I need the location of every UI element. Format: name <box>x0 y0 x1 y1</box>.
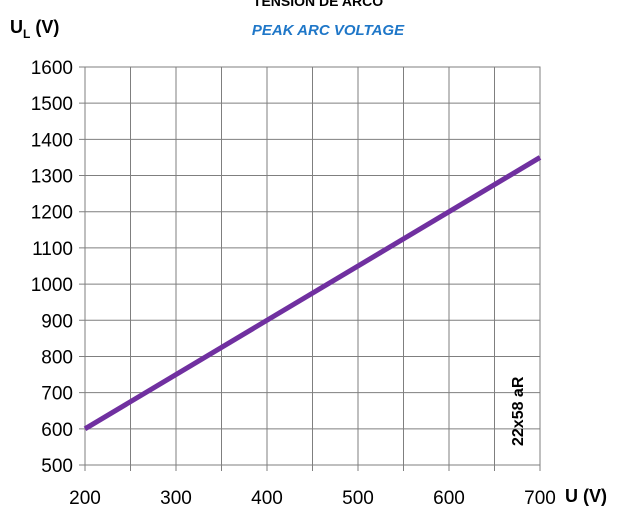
x-tick-label: 300 <box>160 488 192 509</box>
series-annotation: 22x58 aR <box>510 376 527 446</box>
y-axis-title-subscript: L <box>23 27 30 41</box>
chart-title: TENSION DE ARCO <box>253 0 383 9</box>
y-axis-title-unit: (V) <box>30 17 59 37</box>
grid <box>79 66 541 471</box>
y-tick-label: 600 <box>41 420 73 441</box>
series-layer <box>83 155 542 431</box>
series-line <box>83 155 542 431</box>
x-tick-label: 600 <box>433 488 465 509</box>
x-tick-label: 500 <box>342 488 374 509</box>
x-tick-label: 700 <box>524 488 556 509</box>
y-tick-label: 1100 <box>32 239 73 260</box>
y-tick-label: 700 <box>41 384 73 405</box>
y-tick-label: 1600 <box>31 58 73 79</box>
y-axis-title: UL (V) <box>10 17 59 41</box>
y-tick-label: 900 <box>41 311 73 332</box>
y-tick-label: 1500 <box>31 94 73 115</box>
chart-subtitle: PEAK ARC VOLTAGE <box>252 22 405 39</box>
x-tick-label: 200 <box>69 488 101 509</box>
x-tick-labels: 200 300 400 500 600 700 <box>69 488 556 509</box>
y-tick-label: 1300 <box>31 167 73 188</box>
y-tick-labels: 500 600 700 800 900 1000 1100 1200 1300 1400 1500 1… <box>31 58 73 477</box>
y-tick-label: 500 <box>41 456 73 477</box>
y-tick-label: 1000 <box>31 275 73 296</box>
y-tick-label: 1400 <box>31 130 73 151</box>
y-tick-label: 800 <box>41 347 73 368</box>
x-axis-title: U (V) <box>565 486 607 506</box>
plot-frame <box>84 66 541 466</box>
x-tick-label: 400 <box>251 488 283 509</box>
y-tick-label: 1200 <box>31 203 73 224</box>
